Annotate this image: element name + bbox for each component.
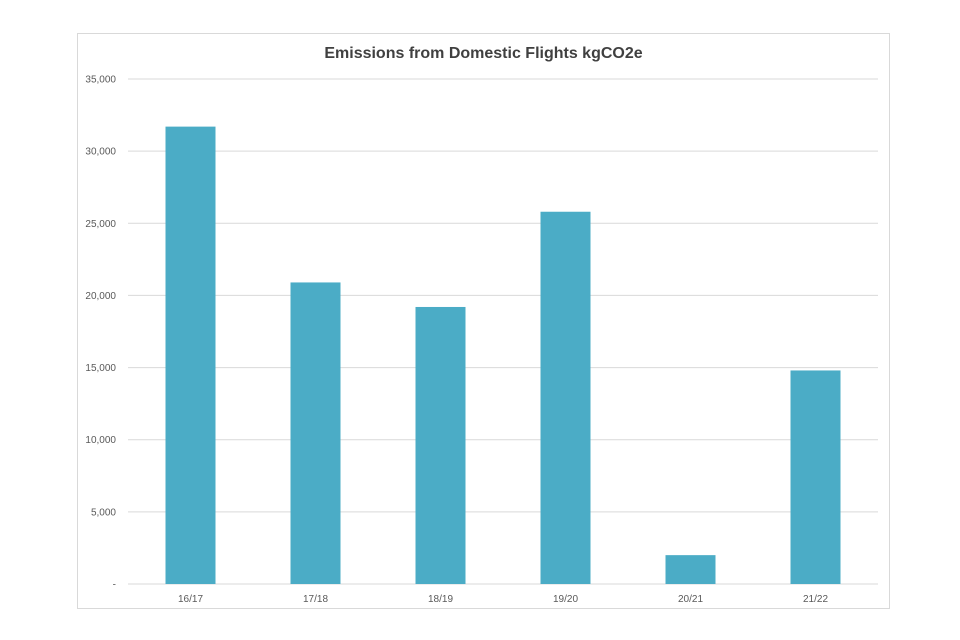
- bar-16-17: [165, 126, 216, 584]
- bar-17-18: [290, 282, 341, 584]
- x-tick-label: 18/19: [428, 594, 453, 605]
- y-tick-label: 35,000: [85, 75, 116, 86]
- bar-20-21: [665, 555, 716, 584]
- bar-19-20: [540, 211, 591, 584]
- chart-title: Emissions from Domestic Flights kgCO2e: [324, 45, 643, 62]
- bar-21-22: [790, 370, 841, 584]
- x-tick-label: 16/17: [178, 594, 203, 605]
- y-tick-label: 30,000: [85, 147, 116, 158]
- bar-18-19: [415, 306, 466, 584]
- x-tick-label: 21/22: [803, 594, 828, 605]
- y-tick-label: 20,000: [85, 291, 116, 302]
- x-tick-label: 19/20: [553, 594, 578, 605]
- y-tick-label: 25,000: [85, 219, 116, 230]
- y-tick-label: 10,000: [85, 435, 116, 446]
- y-tick-label: -: [113, 580, 116, 591]
- x-tick-label: 17/18: [303, 594, 328, 605]
- y-tick-label: 5,000: [91, 507, 116, 518]
- y-tick-label: 15,000: [85, 363, 116, 374]
- x-tick-label: 20/21: [678, 594, 703, 605]
